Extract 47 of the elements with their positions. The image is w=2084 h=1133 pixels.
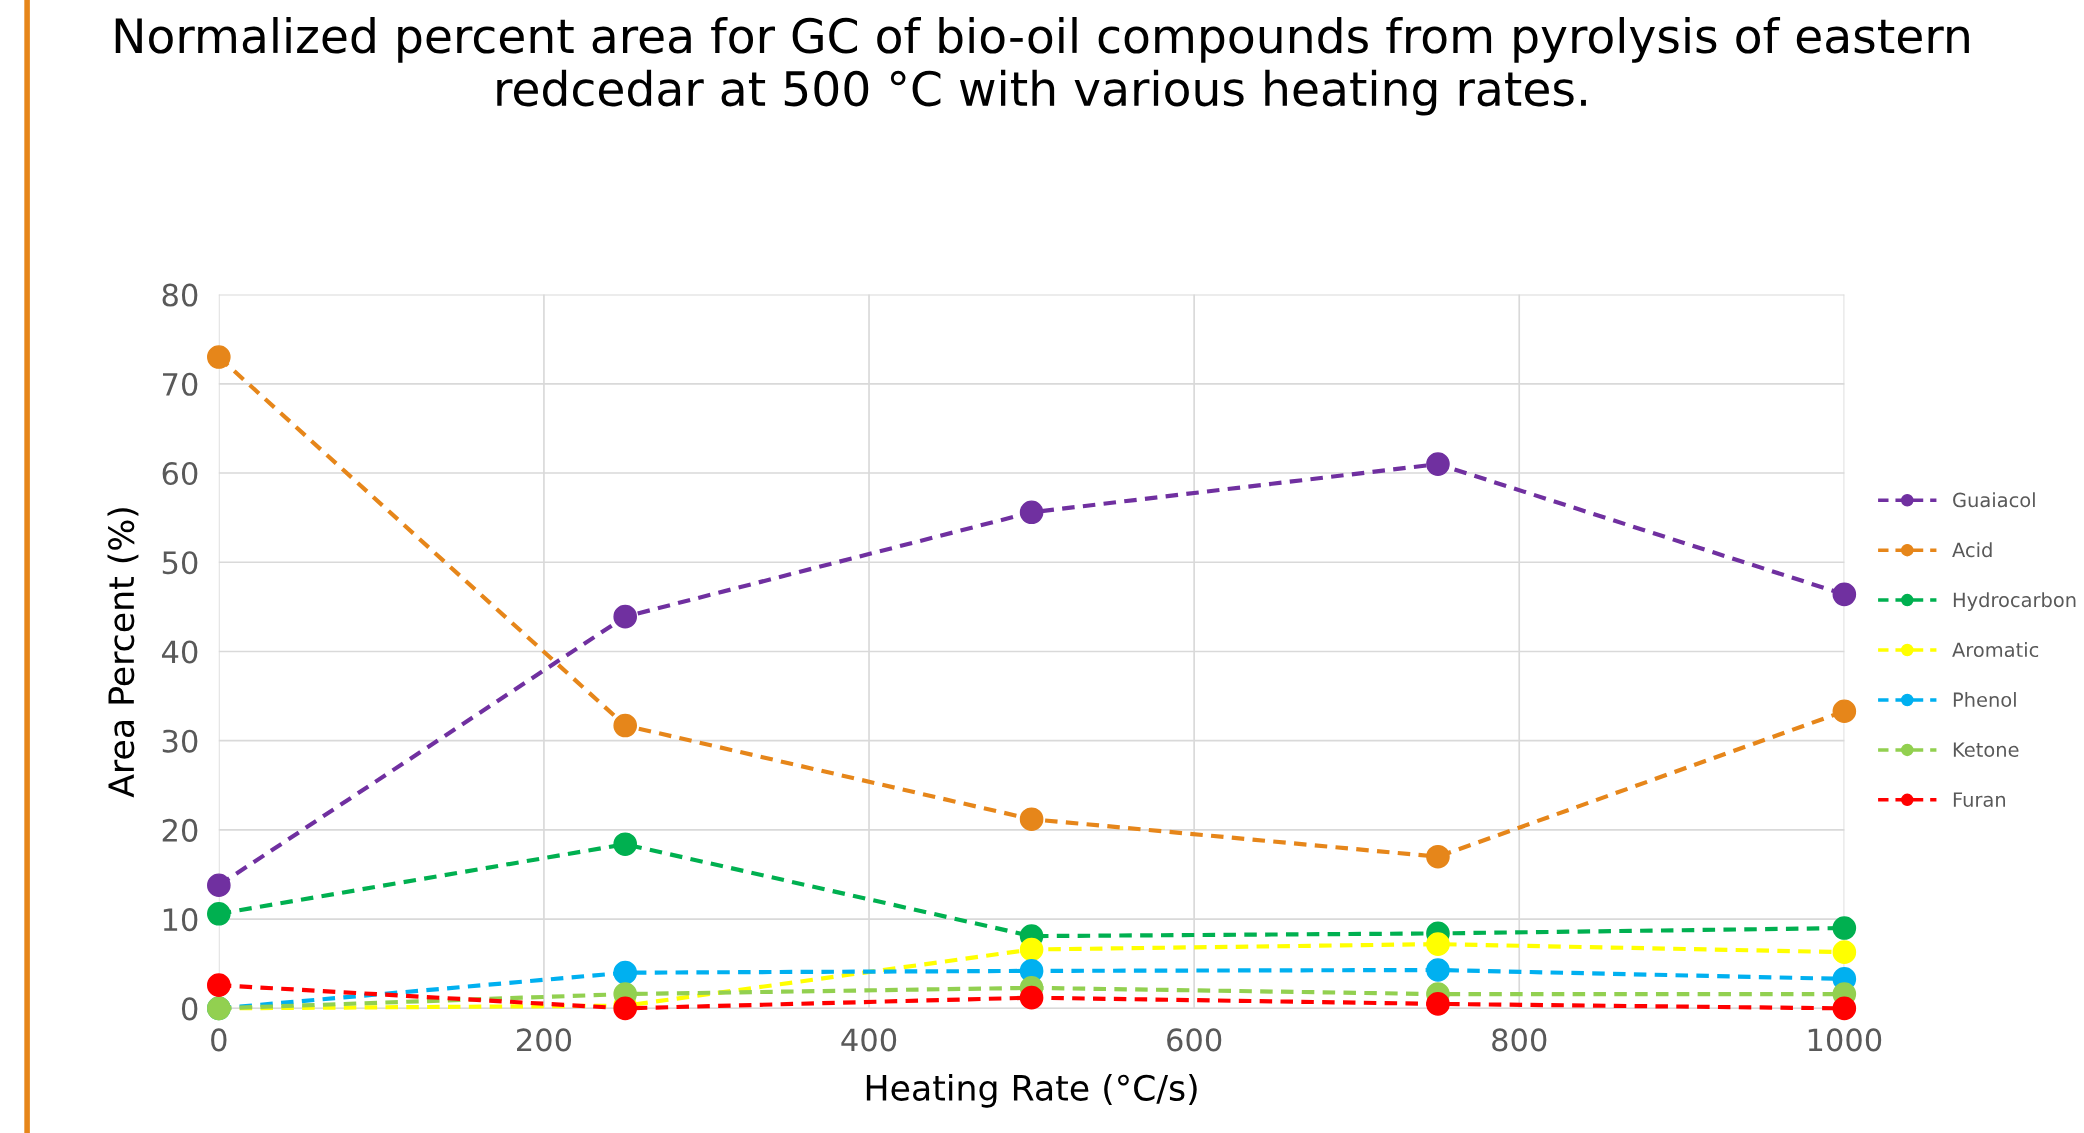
y-tick-label: 0: [181, 997, 198, 1021]
y-tick-label: 20: [162, 818, 198, 842]
x-tick-label: 800: [1492, 1028, 1547, 1052]
point: [1426, 452, 1450, 476]
y-tick-label: 80: [162, 283, 198, 307]
point: [613, 960, 638, 985]
point: [1832, 996, 1857, 1021]
point: [1019, 500, 1044, 525]
point: [1426, 932, 1450, 956]
y-tick-label: 30: [162, 729, 198, 753]
point: [613, 604, 638, 629]
legend-label: Furan: [1953, 792, 2006, 807]
x-axis-title: Heating Rate (°C/s): [866, 1074, 1197, 1108]
legend-label: Guaiacol: [1953, 492, 2035, 508]
legend-label: Aromatic: [1952, 642, 2039, 658]
y-tick-label: 10: [163, 908, 198, 932]
point: [207, 901, 231, 926]
point: [207, 873, 231, 898]
y-tick-label: 70: [163, 372, 198, 396]
point: [1832, 699, 1857, 724]
x-tick-label: 1000: [1808, 1028, 1882, 1052]
point: [207, 973, 231, 997]
point: [1426, 844, 1450, 869]
x-tick-label: 600: [1167, 1028, 1222, 1052]
y-tick-label: 50: [162, 551, 198, 575]
legend-label: Ketone: [1953, 742, 2019, 757]
point: [1832, 582, 1857, 607]
point: [1019, 807, 1044, 832]
legend-label: Acid: [1952, 542, 1992, 558]
legend-label: Phenol: [1953, 692, 2016, 708]
point: [613, 832, 638, 857]
y-tick-label: 60: [162, 461, 198, 486]
point: [1426, 992, 1450, 1016]
x-tick-label: 0: [211, 1028, 227, 1052]
x-tick-label: 200: [517, 1028, 572, 1052]
point: [1832, 940, 1857, 964]
point: [613, 713, 638, 738]
y-tick-label: 40: [161, 640, 198, 664]
point: [207, 345, 231, 369]
chart-title: Normalized percent area for GC of bio-oil compounds from pyrolysis of eastern redcedar at 500 °C with various heating rates.: [115, 16, 1969, 116]
point: [1426, 958, 1450, 982]
y-axis-title: Area Percent (%): [107, 508, 139, 798]
x-tick-label: 400: [841, 1028, 897, 1052]
legend-label: Hydrocarbon: [1953, 592, 2076, 611]
point: [1832, 916, 1857, 940]
point: [1019, 985, 1044, 1010]
point: [1019, 937, 1044, 962]
